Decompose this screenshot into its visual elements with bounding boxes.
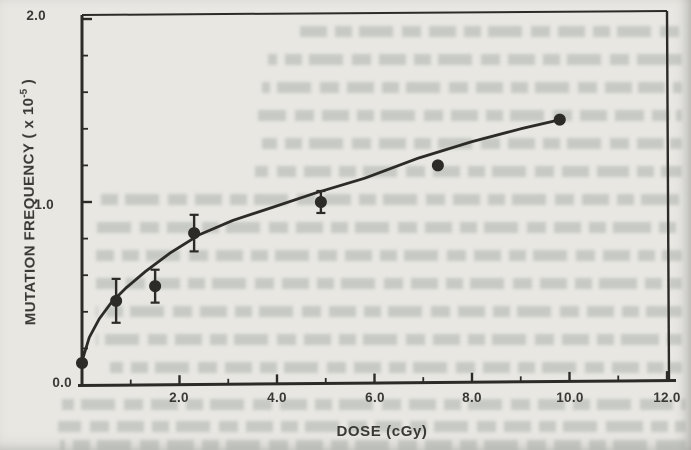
y-tick-label-1: 1.0	[34, 197, 54, 212]
top-spine	[81, 10, 668, 16]
x-axis-line	[77, 379, 677, 387]
data-point	[149, 280, 162, 293]
x-tick-label-6: 6.0	[365, 390, 385, 405]
data-point	[314, 196, 327, 208]
data-point	[110, 294, 123, 307]
x-tick-label-8: 8.0	[462, 390, 482, 405]
y-axis-title-text: MUTATION FREQUENCY ( x 10	[19, 97, 40, 326]
data-point	[188, 227, 201, 240]
y-axis-title-exponent: -5	[18, 88, 30, 98]
y-axis-title-close: )	[19, 78, 37, 89]
y-tick-label-2: 2.0	[26, 8, 46, 23]
y-tick-label-0: 0.0	[52, 375, 72, 390]
data-point	[431, 159, 444, 172]
x-axis-title: DOSE (cGy)	[336, 423, 428, 440]
x-tick-label-2: 2.0	[169, 390, 189, 405]
fitted-curve	[80, 118, 562, 363]
x-tick-label-10: 10.0	[556, 390, 584, 405]
right-spine	[665, 10, 671, 382]
data-point	[553, 113, 566, 126]
y-axis-title: MUTATION FREQUENCY ( x 10-5 )	[18, 46, 41, 358]
x-tick-label-12: 12.0	[653, 390, 681, 405]
data-point	[76, 357, 88, 370]
x-tick-label-4: 4.0	[267, 390, 287, 405]
